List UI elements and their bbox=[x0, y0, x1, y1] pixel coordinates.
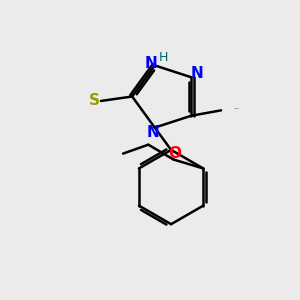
Text: methyl: methyl bbox=[234, 108, 239, 109]
Text: N: N bbox=[147, 125, 160, 140]
Text: H: H bbox=[159, 51, 168, 64]
Text: N: N bbox=[145, 56, 158, 71]
Text: S: S bbox=[89, 94, 100, 109]
Text: N: N bbox=[190, 66, 203, 81]
Text: O: O bbox=[168, 146, 181, 160]
